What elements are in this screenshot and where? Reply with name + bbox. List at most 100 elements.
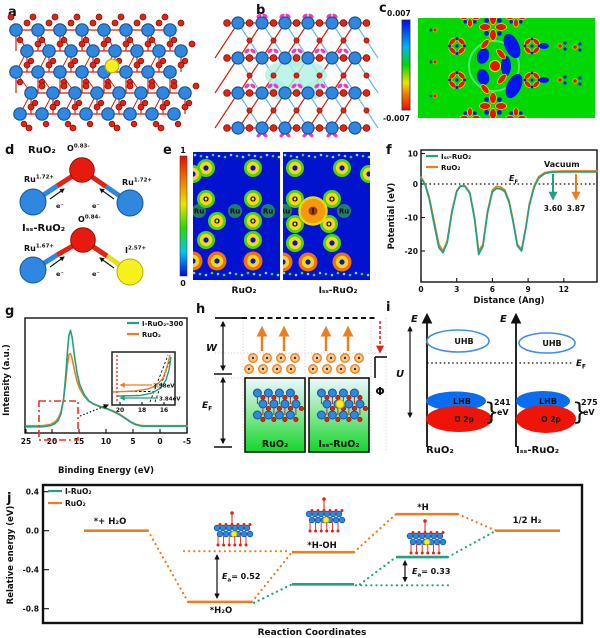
panel-letter-e: e [163,143,172,158]
j-ylabel: Relative energy (eV) [6,506,16,605]
g-xtick: 0 [157,437,162,446]
h-fermi-label: EF [202,401,212,413]
svg-text:Ru: Ru [280,208,290,216]
o-charge-label: O0.83- [67,144,90,154]
charge-density-structure [214,13,379,138]
ru-atom-right [116,189,144,217]
i-charge-label: I2.57+ [125,246,147,256]
vacuum-label: Vacuum [544,160,580,169]
gap-brace-left: } [484,398,499,426]
ru-left-charge-label: Ru1.72+ [24,175,54,185]
f-xtick: 9 [525,285,530,294]
barrier-label-2: Ea= 0.33 [412,567,450,579]
mol2-title: Iₛₛ-RuO₂ [22,223,65,234]
crystal-structure-3d [7,13,200,132]
g-xtick: 15 [74,437,84,446]
panel-letter-b: b [256,3,265,18]
ru-atom-left [19,188,47,216]
electron-label-3: e⁻ [56,270,64,278]
g-xtick: 20 [47,437,57,446]
e-label-right: E [500,314,507,325]
g-xtick: 5 [130,437,135,446]
svg-text:O: O [292,221,298,229]
h-label-iss-ruo2: Iₛₛ-RuO₂ [318,439,359,450]
state-half-h2: 1/2 H₂ [513,516,542,526]
elf-colorbar-min: 0 [180,279,186,288]
electron-label-4: e⁻ [92,270,100,278]
svg-text:Ru: Ru [194,208,204,216]
o-atom [69,157,95,183]
svg-text:O: O [250,196,256,204]
f-ytick: -10 [404,214,418,223]
panel-i: i E E UHB UHB EF U LHB O 2p LHB O 2p } 2… [386,300,598,456]
f-xtick: 12 [559,285,569,294]
panel-g: g 25 20 15 10 5 0 -5 I-RuO₂-300 RuO₂ 3.9… [2,304,191,476]
gap-unit-left: eV [497,408,509,417]
j-legend-green: I-RuO₂ [65,487,92,496]
o2p-band-right [516,405,576,433]
uhb-band-right [518,332,576,354]
f-ytick: 10 [408,150,418,159]
i-label-iss-ruo2: Iₛₛ-RuO₂ [516,445,559,456]
work-function-label: W [206,343,218,354]
electron-label-1: e⁻ [56,202,64,210]
svg-text:O: O [250,218,256,226]
f-series [420,170,598,256]
svg-text:Ru: Ru [339,208,349,216]
o2-charge-label: O0.84- [78,215,101,225]
panel-letter-h: h [196,302,205,317]
panel-c: c 0.007 -0.007 [379,1,595,123]
panel-letter-i: i [386,300,390,315]
zoom-region-box [38,400,79,441]
fermi-label: EF [509,174,518,186]
panel-j: j 0.4 0.0 -0.4 -0.8 I-RuO₂ RuO₂ *+ H₂O *… [6,483,584,638]
iodine-atom [116,258,144,286]
state-h-oh: *H-OH [307,541,336,551]
j-ytick: 0.4 [26,488,39,497]
j-structure-insets [213,497,447,555]
j-ytick: -0.8 [23,605,39,614]
panel-letter-f: f [386,143,392,158]
panel-letter-c: c [379,1,387,16]
gap-value-left: 241 [494,398,511,407]
wf-value-orange: 3.87 [567,204,586,213]
g-xtick: -5 [183,437,191,446]
lhb-band-left [426,391,486,411]
f-xtick: 3 [454,285,459,294]
panel-letter-a: a [8,5,17,20]
g-xlabel: Binding Energy (eV) [58,466,154,476]
g-inset-xtick: 20 [116,407,124,414]
g-inset-xtick: 16 [160,407,168,414]
j-legend-orange: RuO₂ [65,499,86,508]
svg-text:O: O [203,196,209,204]
o-atom-2 [70,227,96,253]
elf-label-right: Iₛₛ-RuO₂ [319,286,358,296]
lhb-label-right: LHB [539,397,557,406]
phi-label: Φ [375,385,384,398]
ru-right-charge-label: Ru1.72+ [122,178,152,188]
g-inset-xtick: 18 [138,407,146,414]
panel-h: h W EF Φ RuO₂ Iₛₛ-RuO₂ [196,302,387,453]
f-ylabel: Potential (eV) [387,183,397,250]
panel-f: f 10 0 -10 -20 0 3 6 9 12 EF Vacuum 3.60… [386,143,598,306]
svg-text:Ru: Ru [263,208,273,216]
ru-atom-2 [19,256,47,284]
svg-text:O: O [326,221,332,229]
j-plot-frame [41,483,584,625]
gap-unit-right: eV [583,408,595,417]
state-h: *H [417,503,429,513]
g-legend-green: I-RuO₂-300 [142,320,183,328]
uhb-label-left: UHB [454,337,473,346]
f-plot-frame [420,149,598,283]
j-ytick: -0.4 [23,566,39,575]
svg-text:I: I [312,207,315,216]
colorbar [401,19,411,111]
state-h2o: *H₂O [210,606,233,616]
ru2-charge-label: Ru1.67+ [24,244,54,254]
e-label-left: E [411,314,418,325]
elf-map-right: O O O O I Ru Ru [280,153,370,277]
state-initial: *+ H₂O [94,517,127,527]
i-label-ruo2: RuO₂ [426,445,454,456]
j-xlabel: Reaction Coordinates [258,628,367,638]
panel-d: d RuO₂ O0.83- Ru1.72+ Ru1.72+ e⁻ e⁻ Iₛₛ-… [5,143,152,286]
